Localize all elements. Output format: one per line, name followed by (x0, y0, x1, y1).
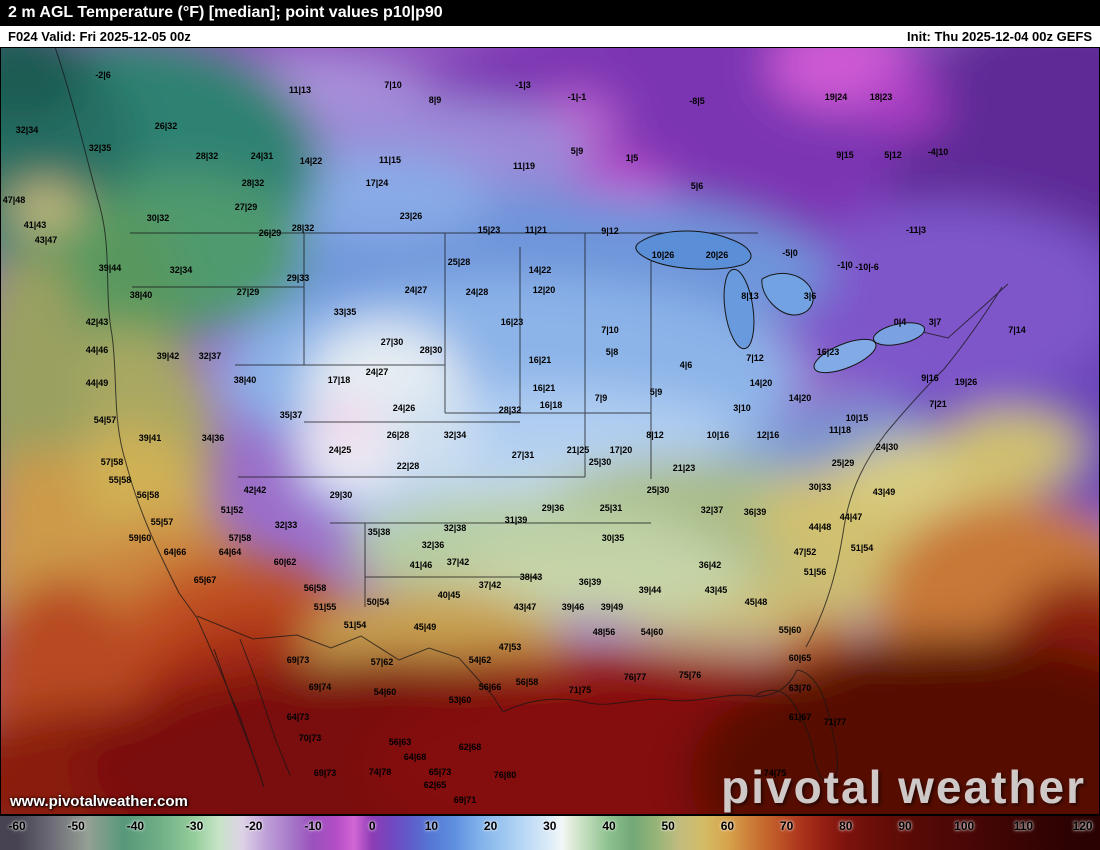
colorbar-tick-label: 110 (1013, 819, 1034, 833)
temperature-colorbar: -60 -50 -40 -30 -20 -10 0 10 20 30 40 50 60 70 80 90 100… (0, 815, 1100, 850)
colorbar-tick-label: -20 (245, 819, 263, 833)
valid-time: F024 Valid: Fri 2025-12-05 00z (8, 29, 191, 44)
colorbar-tick-label: -10 (304, 819, 322, 833)
colorbar-tick-label: 20 (483, 819, 498, 833)
colorbar-tick-label: 0 (368, 819, 376, 833)
colorbar-tick-label: -60 (8, 819, 26, 833)
colorbar-tick-label: 10 (424, 819, 439, 833)
colorbar-ticks: -60 -50 -40 -30 -20 -10 0 10 20 30 40 50 60 70 80 90 100… (0, 816, 1100, 850)
colorbar-tick-label: 70 (779, 819, 794, 833)
temperature-field-map (0, 47, 1100, 815)
colorbar-tick-label: 120 (1072, 819, 1093, 833)
run-info-bar: F024 Valid: Fri 2025-12-05 00z Init: Thu… (0, 26, 1100, 47)
geographic-borders (54, 47, 1009, 788)
colorbar-tick-label: 60 (720, 819, 735, 833)
colorbar-tick-label: -40 (126, 819, 145, 833)
pivotal-weather-logo: pivotal weather (721, 761, 1086, 813)
colorbar-tick-label: 50 (661, 819, 675, 833)
init-time: Init: Thu 2025-12-04 00z GEFS (907, 29, 1092, 44)
colorbar-tick-label: 40 (602, 819, 616, 833)
map-canvas (0, 47, 1100, 815)
watermark-url: www.pivotalweather.com (10, 793, 188, 810)
colorbar-tick-label: -50 (67, 819, 85, 833)
colorbar-tick-label: 100 (954, 819, 975, 833)
colorbar-tick-label: -30 (185, 819, 204, 833)
colorbar-gradient (0, 816, 1100, 850)
colorbar-tick-label: 80 (839, 819, 853, 833)
colorbar-tick-label: 30 (543, 819, 557, 833)
great-lakes (635, 230, 926, 374)
map-title: 2 m AGL Temperature (°F) [median]; point… (0, 0, 1100, 26)
colorbar-tick-label: 90 (898, 819, 912, 833)
